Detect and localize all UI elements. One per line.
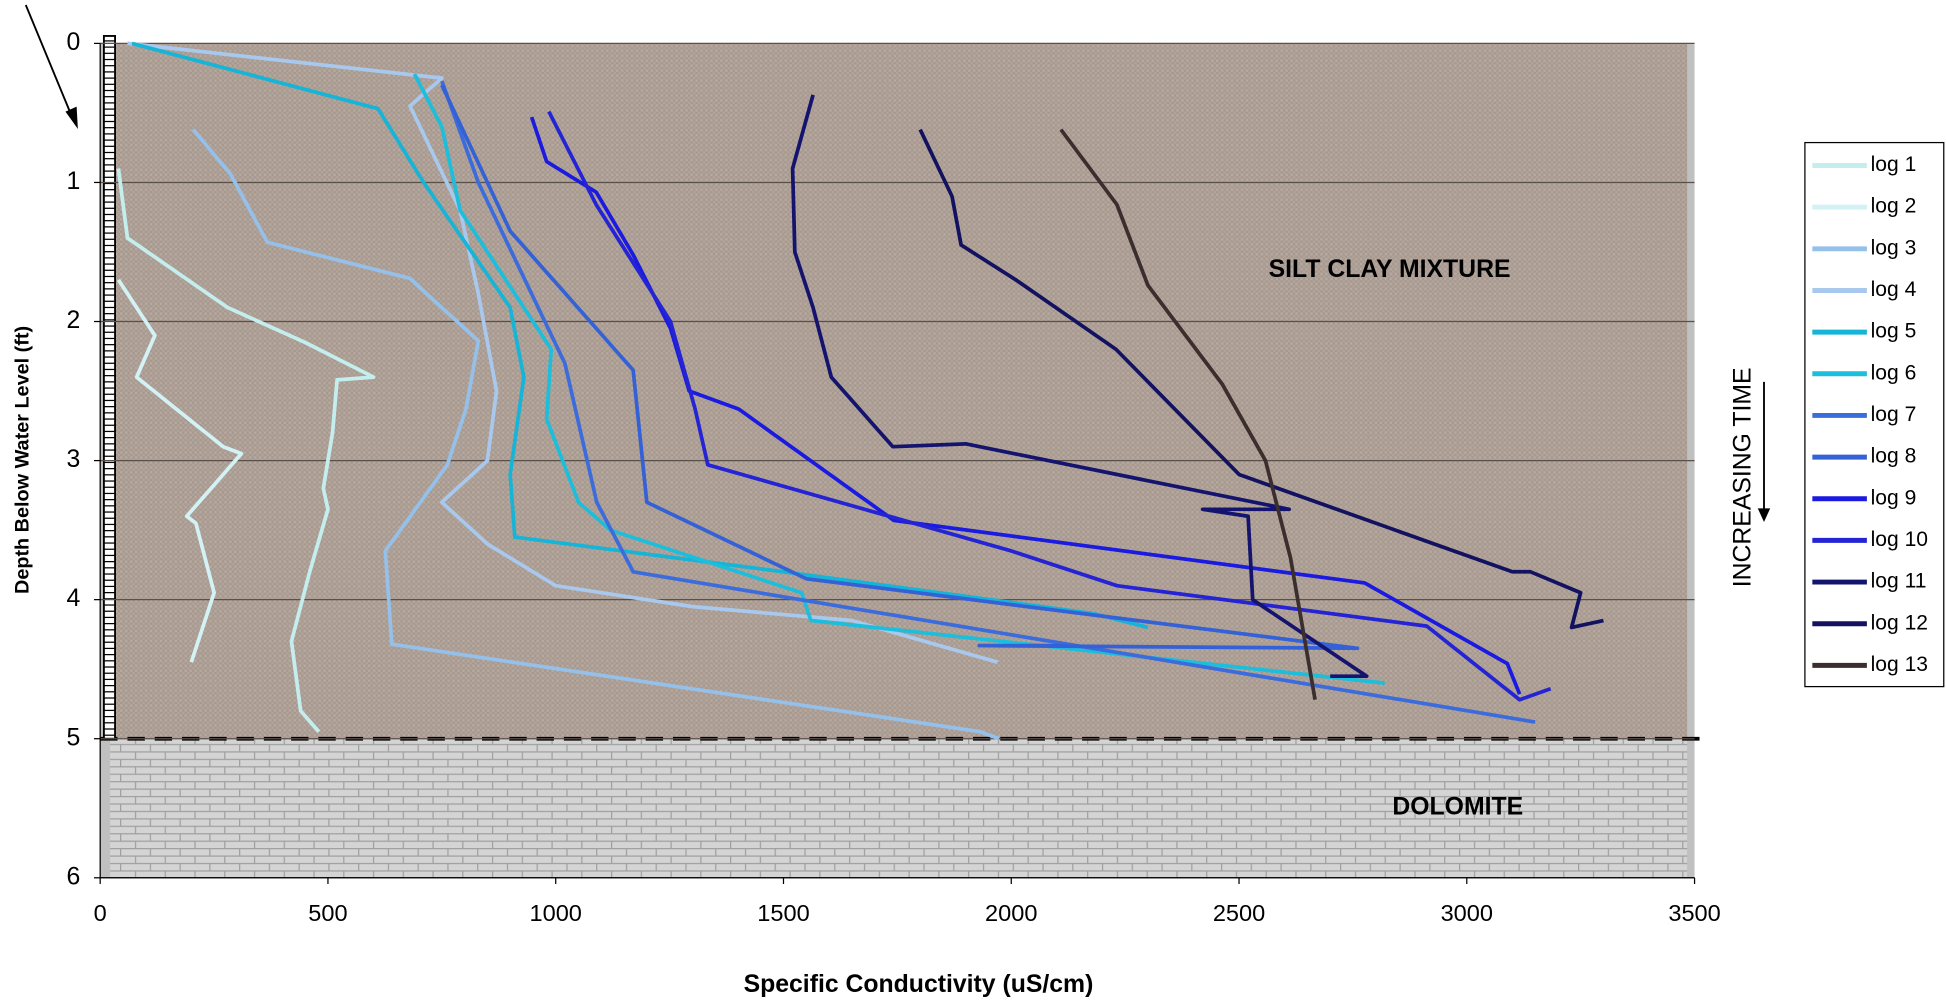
y-tick-label: 2	[67, 307, 81, 334]
y-tick-label: 5	[67, 724, 81, 751]
x-axis-title: Specific Conductivity (uS/cm)	[744, 971, 1094, 998]
x-tick-label: 3500	[1668, 900, 1720, 926]
y-tick-label: 6	[67, 863, 81, 890]
y-tick-label: 0	[67, 29, 81, 56]
annotation: INCREASING TIME	[1730, 367, 1757, 587]
legend-label: log 2	[1871, 195, 1917, 218]
chart: SILT CLAY MIXTUREDOLOMITE 01234560500100…	[0, 0, 1946, 1003]
x-tick-label: 2500	[1213, 900, 1265, 926]
x-tick-label: 2000	[985, 900, 1037, 926]
legend-label: log 4	[1871, 278, 1917, 301]
y-axis-title: Depth Below Water Level (ft)	[12, 326, 34, 594]
legend-label: log 1	[1871, 153, 1917, 176]
legend-label: log 9	[1871, 486, 1917, 509]
y-tick-label: 1	[67, 168, 81, 195]
layer-label: DOLOMITE	[1392, 794, 1523, 821]
well-casing	[104, 36, 115, 739]
background-layers: SILT CLAY MIXTURE DOLOMITE	[100, 36, 1699, 878]
legend-label: log 3	[1871, 236, 1917, 259]
page: {"chart_data": { "type": "line", "xlabel…	[0, 0, 1946, 1003]
y-tick-label: 3	[67, 446, 81, 473]
x-tick-label: 1500	[757, 900, 809, 926]
layer-label: SILT CLAY MIXTURE	[1269, 256, 1511, 283]
legend-label: log 7	[1871, 403, 1917, 426]
legend-label: log 11	[1871, 570, 1927, 593]
time-arrow-head	[1758, 508, 1770, 522]
legend-label: log 10	[1871, 528, 1928, 551]
x-tick-label: 500	[308, 900, 347, 926]
y-tick-label: 4	[67, 585, 81, 612]
legend-label: log 12	[1871, 611, 1928, 634]
legend-label: log 13	[1871, 653, 1928, 676]
decoration	[26, 5, 78, 129]
legend-label: log 5	[1871, 320, 1917, 343]
legend-label: log 8	[1871, 445, 1917, 468]
x-tick-label: 1000	[530, 900, 582, 926]
legend-label: log 6	[1871, 361, 1917, 384]
legend: log 1 log 2 log 3 log 4 log 5 log 6 log 7 log 8…	[1805, 143, 1944, 687]
pointer-arrow-head	[65, 107, 77, 129]
x-tick-label: 0	[94, 900, 107, 926]
pointer-arrow	[26, 5, 73, 119]
x-tick-label: 3000	[1441, 900, 1493, 926]
